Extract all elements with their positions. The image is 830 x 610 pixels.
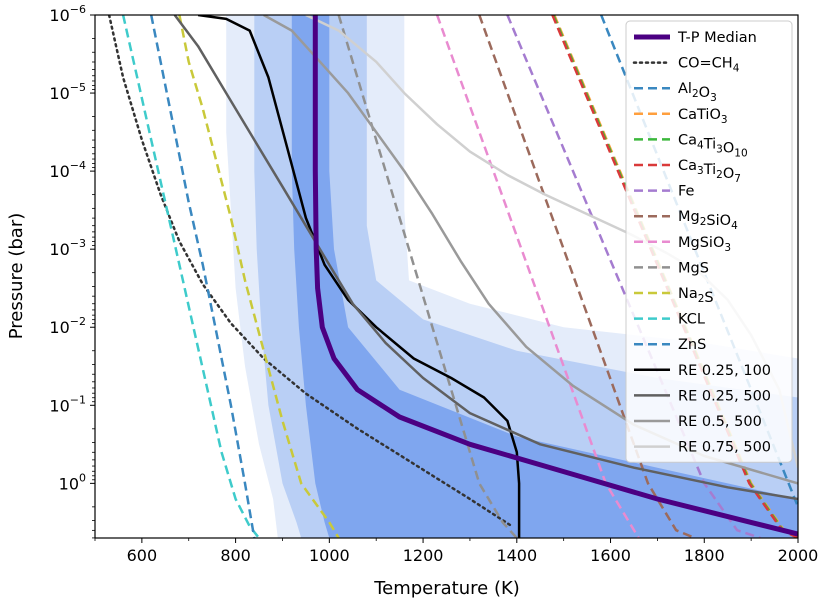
legend-label-catio3: CaTiO3 [678, 107, 728, 126]
x-tick-label: 2000 [778, 546, 819, 565]
legend-label-re-0-25-100: RE 0.25, 100 [678, 363, 771, 379]
legend-label-mgsio3: MgSiO3 [678, 235, 731, 254]
legend-label-mg2sio4: Mg2SiO4 [678, 209, 738, 232]
series-lines [107, 15, 798, 538]
series-line-mg2sio4 [478, 15, 696, 538]
x-tick-label: 1200 [403, 546, 444, 565]
x-tick-label: 600 [127, 546, 158, 565]
y-tick-label: 10−3 [49, 237, 86, 259]
y-axis-label: Pressure (bar) [6, 213, 27, 339]
legend-label-ca4ti3o10: Ca4Ti3O10 [678, 132, 748, 159]
series-line-na2s [178, 15, 340, 538]
x-tick-label: 1800 [684, 546, 725, 565]
legend-label-na2s: Na2S [678, 286, 714, 306]
series-line-mgs [337, 15, 518, 538]
legend-label-t-p-median: T-P Median [677, 30, 757, 46]
legend-label-mgs: MgS [678, 260, 709, 276]
legend-label-ca3ti2o7: Ca3Ti2O7 [678, 158, 741, 185]
x-tick-label: 1000 [309, 546, 350, 565]
x-axis: 600 800 1000 1200 1400 1600 1800 2000 [94, 538, 819, 565]
y-tick-label: 10−1 [49, 393, 86, 415]
legend-box [625, 20, 793, 463]
plot-frame [94, 14, 799, 539]
legend-label-re-0-25-500: RE 0.25, 500 [678, 388, 771, 404]
series-line-re-0-5-500 [263, 15, 798, 485]
x-tick-label: 1400 [496, 546, 537, 565]
legend-label-fe: Fe [678, 184, 695, 200]
series-line-t-p-median [312, 15, 798, 537]
y-tick-label: 10−6 [49, 3, 86, 25]
legend: T-P Median CO=CH4 Al2O3 CaTiO3 Ca4Ti3O10Ca3T… [625, 20, 793, 463]
x-axis-label: Temperature (K) [373, 578, 520, 599]
legend-label-co-ch4: CO=CH4 [678, 56, 740, 75]
y-tick-label: 10−4 [49, 159, 86, 181]
y-tick-label: 10−2 [49, 315, 86, 337]
series-line-re-0-25-500 [173, 15, 798, 501]
legend-label-al2o3: Al2O3 [678, 81, 717, 104]
legend-label-re-0-5-500: RE 0.5, 500 [678, 414, 762, 430]
series-line-kcl [121, 15, 260, 538]
x-tick-label: 1600 [590, 546, 631, 565]
series-line-co-ch4 [107, 15, 514, 528]
inner-band [291, 15, 798, 538]
x-tick-label: 800 [220, 546, 251, 565]
legend-label-re-0-75-500: RE 0.75, 500 [678, 440, 771, 456]
series-line-zns [149, 15, 256, 538]
y-tick-label: 10−5 [49, 81, 86, 103]
legend-label-kcl: KCL [678, 312, 705, 328]
y-axis: 10−6 10−5 10−4 10−3 10−2 10−1 100 [49, 3, 95, 539]
y-tick-label: 100 [59, 471, 86, 493]
legend-label-zns: ZnS [678, 337, 706, 353]
